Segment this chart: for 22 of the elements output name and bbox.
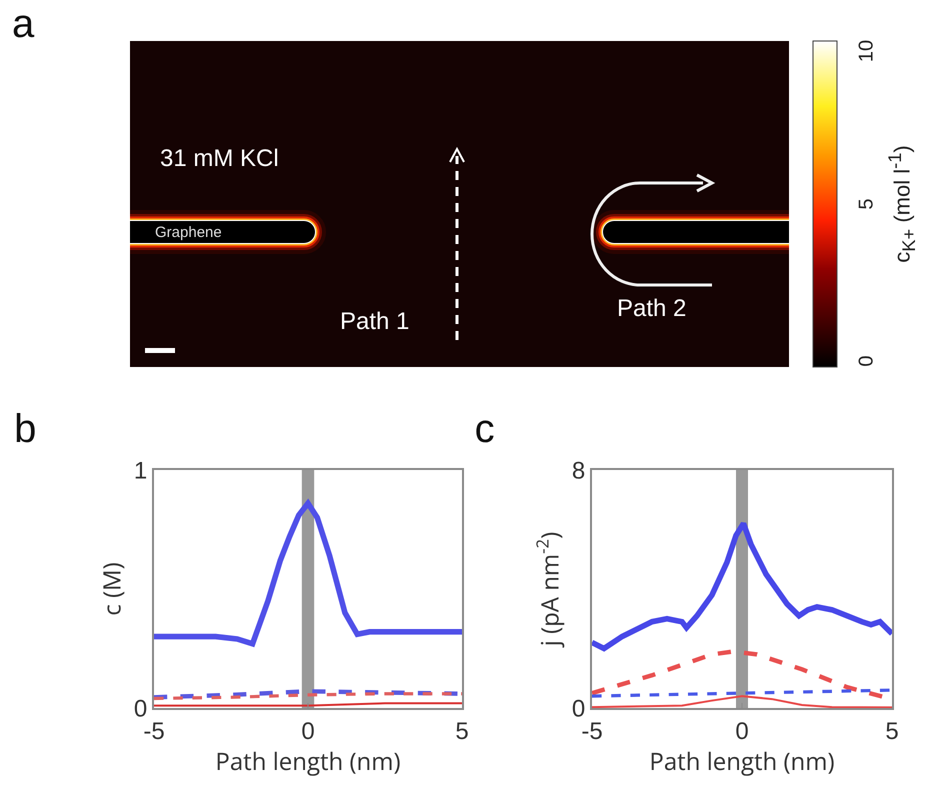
y-tick-label: 8 <box>572 457 586 484</box>
x-tick-label: -5 <box>581 718 603 745</box>
x-tick-label: 5 <box>885 718 899 745</box>
x-tick-label: 0 <box>301 718 315 745</box>
y-tick-label: 1 <box>134 457 148 484</box>
text: Path 1 <box>340 308 410 336</box>
x-axis-title: Path length (nm) <box>215 744 401 778</box>
text: Graphene <box>155 224 222 241</box>
x-tick-label: 5 <box>455 718 469 745</box>
chart-title: c <box>474 407 495 452</box>
x-tick-label: 0 <box>735 718 749 745</box>
text: 5 <box>856 198 878 210</box>
text: Path 2 <box>617 295 686 323</box>
line-series <box>592 695 892 708</box>
x-tick-label: -5 <box>143 718 165 745</box>
text: 10 <box>856 40 878 62</box>
x-axis-title: Path length (nm) <box>649 744 835 778</box>
text: 31 mM KCl <box>160 145 279 173</box>
text: a <box>12 2 34 47</box>
y-axis-title: c (M) <box>95 562 128 616</box>
chart-title: b <box>14 407 36 452</box>
text: 0 <box>856 355 878 367</box>
